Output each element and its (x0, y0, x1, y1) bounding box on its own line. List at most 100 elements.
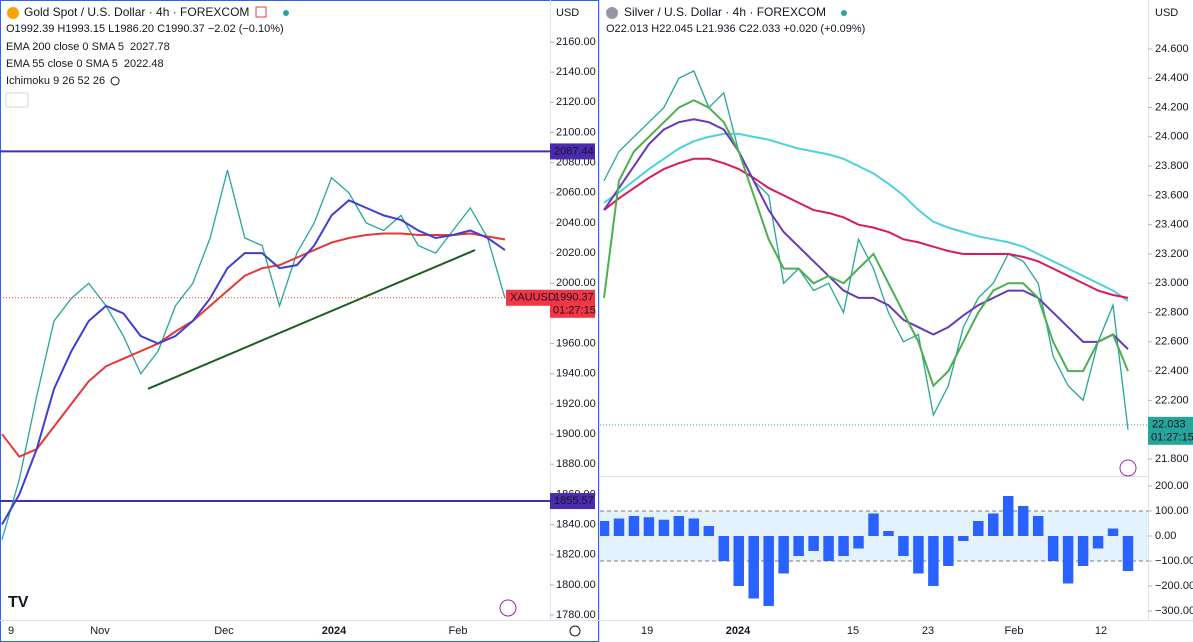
chart-title: Gold Spot / U.S. Dollar · 4h · FOREXCOM (24, 5, 249, 19)
x-tick-label: Nov (90, 625, 110, 637)
chart-title: Silver / U.S. Dollar · 4h · FOREXCOM (624, 5, 826, 19)
lightning-icon[interactable] (499, 599, 517, 617)
x-tick-label: 12 (1095, 625, 1107, 637)
indicator-value: 2022.48 (124, 58, 164, 70)
last-price-label: 22.033 (1152, 419, 1186, 431)
cci-bar (898, 536, 909, 556)
cci-bar (703, 526, 715, 536)
cci-bar (1047, 536, 1059, 561)
y-tick-label: 1820.00 (556, 549, 596, 561)
level-tag-label: 2087.44 (554, 145, 594, 157)
cci-bar (628, 516, 640, 536)
moving-average (603, 99, 1129, 388)
last-price-tag (1148, 416, 1193, 445)
y-tick-label: 23.800 (1155, 160, 1189, 172)
cci-bar (1122, 536, 1134, 571)
collapse-button[interactable] (5, 92, 29, 108)
y-tick-label: 1780.00 (556, 609, 596, 621)
x-tick-label: 2024 (322, 625, 347, 637)
x-tick-label: Feb (449, 625, 468, 637)
indicator-label: EMA 55 close 0 SMA 5 (6, 58, 118, 70)
price-line (603, 70, 1129, 430)
y-tick-label: 23.200 (1155, 248, 1189, 260)
cci-bar (718, 536, 730, 561)
y-tick-label: 1900.00 (556, 428, 596, 440)
cci-bar (823, 536, 834, 561)
y-tick-label: 0.00 (1155, 530, 1176, 542)
level-tag (550, 143, 595, 160)
lightning-icon[interactable] (1119, 459, 1137, 477)
level-tag-label: 1855.57 (554, 495, 594, 507)
settings-icon[interactable] (569, 625, 581, 637)
cci-bar (1017, 506, 1029, 536)
cci-bar (868, 513, 879, 536)
cci-bar (613, 518, 625, 536)
price-line (1, 169, 506, 540)
cci-bar (1032, 516, 1044, 536)
cci-bar (748, 536, 759, 599)
y-tick-label: 2160.00 (556, 36, 596, 48)
y-tick-label: 1840.00 (556, 518, 596, 530)
alert-icon[interactable] (255, 6, 267, 18)
y-tick-label: 1880.00 (556, 458, 596, 470)
y-tick-label: 23.400 (1155, 219, 1189, 231)
cci-bar (673, 516, 685, 536)
y-tick-label: 1960.00 (556, 337, 596, 349)
last-price-tag (550, 289, 595, 318)
silver-plot (600, 70, 1148, 430)
cci-bar (883, 531, 894, 536)
countdown-label: 01:27:15 (1151, 432, 1193, 444)
y-tick-label: 1800.00 (556, 579, 596, 591)
moving-average (1, 232, 506, 458)
cci-bar (1062, 536, 1074, 584)
y-tick-label: 1940.00 (556, 368, 596, 380)
cci-plot (600, 496, 1148, 606)
y-tick-label: 200.00 (1155, 480, 1189, 492)
y-tick-label: 24.600 (1155, 43, 1189, 55)
y-tick-label: 22.800 (1155, 306, 1189, 318)
symbol-icon (7, 7, 19, 19)
cci-bar (1107, 528, 1119, 536)
cci-bar (763, 536, 774, 606)
cci-bar (733, 536, 744, 586)
x-tick-label: 19 (641, 625, 653, 637)
cci-bar (793, 536, 804, 556)
y-tick-label: 2060.00 (556, 187, 596, 199)
moving-average (603, 118, 1129, 350)
currency-label: USD (556, 7, 579, 19)
y-tick-label: 2000.00 (556, 277, 596, 289)
y-tick-label: 2080.00 (556, 157, 596, 169)
x-tick-label: 15 (847, 625, 859, 637)
tv-logo: TV (8, 594, 29, 611)
x-tick-label: Dec (214, 625, 234, 637)
x-tick-label: 9 (8, 625, 14, 637)
y-tick-label: 23.000 (1155, 277, 1189, 289)
cci-bar (808, 536, 819, 551)
y-tick-label: 1920.00 (556, 398, 596, 410)
level-tag (550, 493, 595, 510)
market-open-dot (841, 10, 847, 16)
ohlc-readout: O22.013 H22.045 L21.936 C22.033 +0.020 (… (606, 23, 865, 35)
y-tick-label: 22.200 (1155, 394, 1189, 406)
y-tick-label: 24.200 (1155, 101, 1189, 113)
x-tick-label: 2024 (726, 625, 751, 637)
cci-bar (838, 536, 849, 556)
visibility-icon (110, 76, 120, 86)
currency-label: USD (1155, 7, 1178, 19)
y-tick-label: 100.00 (1155, 505, 1189, 517)
market-open-dot (283, 10, 289, 16)
cci-bar (958, 536, 969, 541)
last-price-label: 1990.37 (554, 292, 594, 304)
trendline (147, 249, 476, 390)
symbol-icon (606, 7, 618, 19)
indicator-value: 2027.78 (130, 41, 170, 53)
cci-bar (1002, 496, 1014, 536)
y-tick-label: 22.400 (1155, 365, 1189, 377)
y-tick-label: 24.000 (1155, 131, 1189, 143)
y-tick-label: 23.600 (1155, 189, 1189, 201)
countdown-label: 01:27:15 (553, 305, 596, 317)
y-tick-label: 24.400 (1155, 72, 1189, 84)
y-tick-label: −200.00 (1155, 580, 1193, 592)
y-tick-label: 21.800 (1155, 453, 1189, 465)
